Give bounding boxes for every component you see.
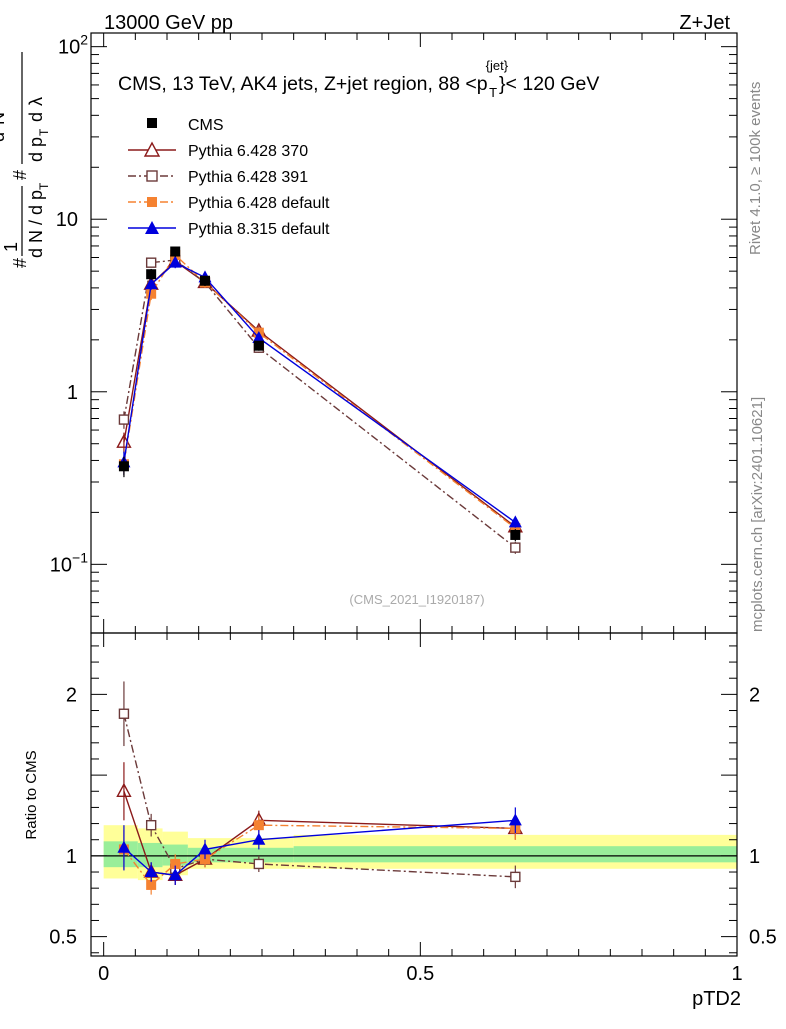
ratio-point-pythia-6-428-default-1 — [146, 879, 157, 890]
x-axis-label: pTD2 — [692, 988, 741, 1010]
main-point-pythia-8-315-default-1 — [144, 277, 158, 290]
main-line-pythia-6-428-default — [123, 253, 516, 529]
ratio-point-pythia-6-428-391-0 — [118, 708, 130, 719]
main-point-cms-0 — [118, 461, 129, 472]
main-point-cms-5 — [510, 529, 521, 540]
legend-marker-p8-default — [145, 221, 159, 234]
ratio-y-tick-label-left-2: 2 — [66, 684, 77, 706]
main-point-cms-3 — [200, 275, 210, 286]
analysis-id: (CMS_2021_I1920187) — [349, 592, 484, 607]
ylabel-numerator-2: d — [0, 132, 8, 142]
main-point-pythia-6-428-391-1 — [145, 257, 157, 268]
legend-marker-p6-370 — [143, 141, 161, 157]
ratio-y-tick-label-right-1: 1 — [749, 846, 760, 868]
legend-label-p6-370: Pythia 6.428 370 — [188, 143, 308, 160]
ratio-panel-frame — [90, 632, 738, 957]
y-tick-label-2: 10 — [56, 209, 78, 231]
ratio-point-pythia-6-428-391-4 — [253, 858, 265, 870]
ylabel-sub-t-1: T — [37, 182, 51, 190]
ylabel-denominator-2: d p — [26, 137, 46, 162]
ratio-point-pythia-8-315-default-4 — [252, 832, 266, 845]
plot-title: CMS, 13 TeV, AK4 jets, Z+jet region, 88 … — [118, 58, 599, 100]
ylabel-numerator-n: N — [0, 112, 8, 125]
ratio-y-tick-label-right-2: 2 — [749, 684, 760, 706]
x-tick-label-2: 1 — [731, 963, 742, 985]
ratio-y-tick-label-left-0: 0.5 — [49, 927, 77, 949]
x-tick-label-1: 0.5 — [406, 963, 434, 985]
main-point-pythia-8-315-default-2 — [168, 255, 182, 268]
y-tick-label-3: 102 — [58, 32, 88, 59]
ylabel-sub-t-2: T — [37, 128, 51, 136]
ratio-y-tick-label-right-0: 0.5 — [749, 927, 777, 949]
ylabel-denominator-3: d — [26, 112, 46, 122]
legend-label-p8-default: Pythia 8.315 default — [188, 221, 330, 238]
legend-marker-cms — [147, 118, 157, 128]
main-point-cms-2 — [170, 246, 181, 257]
y-tick-label-1: 1 — [67, 382, 78, 404]
main-point-pythia-8-315-default-4 — [252, 330, 266, 343]
ratio-point-pythia-8-315-default-2 — [168, 868, 182, 881]
legend-label-p6-default: Pythia 6.428 default — [188, 195, 330, 212]
main-point-cms-4 — [253, 340, 264, 351]
main-point-cms-1 — [146, 269, 157, 280]
ratio-point-pythia-8-315-default-5 — [508, 813, 522, 826]
ylabel-lambda: λ — [26, 97, 46, 106]
ratio-point-pythia-8-315-default-0 — [117, 840, 131, 853]
legend-label-p6-391: Pythia 6.428 391 — [188, 169, 308, 186]
axis-ticks: 0 0.5 1 10−1 1 10 102 0.5 0.5 1 1 2 2 — [49, 32, 777, 985]
ratio-point-pythia-6-428-default-2 — [170, 858, 181, 869]
ratio-line-pythia-6-428-370 — [123, 791, 516, 876]
ratio-point-pythia-6-428-default-4 — [253, 820, 264, 831]
data-marks — [116, 246, 524, 895]
main-point-pythia-6-428-391-0 — [118, 414, 130, 425]
ratio-point-pythia-6-428-370-0 — [116, 782, 132, 797]
ylabel-hash-2: # — [10, 170, 30, 180]
ratio-point-pythia-6-428-391-5 — [510, 871, 521, 883]
header-left: 13000 GeV pp — [104, 12, 233, 34]
main-line-pythia-6-428-370 — [123, 260, 516, 528]
ylabel-numerator-1: 1 — [1, 242, 21, 252]
ratio-y-axis-label: Ratio to CMS — [23, 750, 40, 839]
ratio-point-pythia-8-315-default-3 — [198, 842, 212, 855]
band-green-3 — [187, 847, 294, 863]
main-point-pythia-6-428-391-5 — [510, 542, 521, 553]
main-point-pythia-6-428-default-5 — [510, 523, 521, 534]
ylabel-denominator-1: d N / d p — [26, 190, 46, 258]
band-green-4 — [293, 846, 737, 863]
legend-marker-p6-391 — [146, 170, 158, 182]
ratio-line-pythia-6-428-391 — [123, 713, 516, 878]
legend: CMS Pythia 6.428 370 Pythia 6.428 391 Py… — [128, 117, 330, 238]
x-tick-label-0: 0 — [98, 963, 109, 985]
main-y-axis-label: # 1 d N / d p T # d 2 N d p T d λ — [0, 52, 51, 268]
legend-marker-p6-default — [147, 197, 157, 207]
main-line-pythia-6-428-391 — [123, 259, 516, 549]
legend-label-cms: CMS — [188, 117, 224, 134]
ylabel-hash: # — [10, 258, 30, 268]
rivet-version: Rivet 4.1.0, ≥ 100k events — [747, 82, 764, 255]
y-tick-label-0: 10−1 — [50, 549, 88, 576]
ratio-point-pythia-6-428-391-1 — [145, 819, 157, 831]
header-right: Z+Jet — [679, 12, 730, 34]
main-point-pythia-8-315-default-5 — [508, 515, 522, 528]
main-point-pythia-6-428-default-1 — [146, 288, 157, 299]
main-line-pythia-8-315-default — [123, 261, 516, 523]
ratio-point-pythia-8-315-default-1 — [144, 865, 158, 878]
ratio-y-tick-label-left-1: 1 — [66, 846, 77, 868]
ratio-line-pythia-8-315-default — [123, 819, 516, 876]
mcplots-credit: mcplots.cern.ch [arXiv:2401.10621] — [749, 397, 766, 632]
